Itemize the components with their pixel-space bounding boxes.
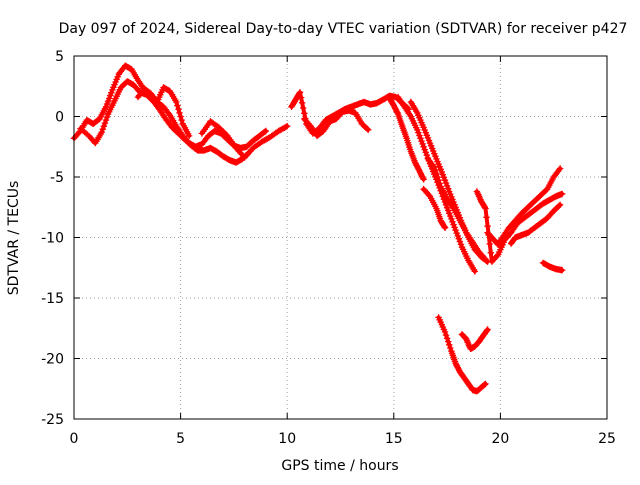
series-track-steep-2 — [394, 93, 478, 275]
data-band — [387, 96, 426, 182]
series-track-deep-b — [458, 326, 491, 352]
x-tick-label: 15 — [385, 431, 403, 447]
chart-title: Day 097 of 2024, Sidereal Day-to-day VTE… — [59, 21, 628, 37]
data-band — [460, 327, 490, 351]
data-band — [396, 95, 477, 274]
data-band — [509, 202, 563, 246]
y-tick-label: -10 — [41, 231, 64, 247]
series-track-steep-3 — [407, 98, 491, 265]
series-track-late-1 — [484, 165, 564, 248]
y-axis-label: SDTVAR / TECUs — [6, 181, 22, 296]
x-tick-label: 5 — [176, 431, 185, 447]
x-tick-label: 10 — [278, 431, 296, 447]
series-track-late-3 — [507, 201, 564, 247]
x-tick-label: 25 — [598, 431, 616, 447]
data-band — [436, 315, 488, 394]
series-track-late-2 — [473, 188, 566, 265]
data-band — [485, 166, 563, 247]
series-track-early-low — [77, 78, 252, 166]
data-series — [70, 62, 566, 395]
series-track-steep-1 — [386, 95, 427, 183]
y-tick-label: 0 — [55, 110, 64, 126]
y-tick-label: 5 — [55, 49, 64, 65]
series-track-midday-bump — [134, 84, 193, 140]
x-tick-label: 0 — [70, 431, 79, 447]
series-track-deep — [435, 314, 489, 395]
data-band — [425, 156, 488, 262]
data-band — [78, 79, 251, 165]
y-tick-label: -5 — [50, 170, 64, 186]
data-band — [408, 100, 490, 264]
x-axis-label: GPS time / hours — [281, 458, 398, 474]
series-track-noon-b — [301, 107, 372, 140]
data-band — [541, 260, 565, 273]
y-tick-label: -25 — [41, 412, 64, 428]
series-track-late-4 — [539, 259, 566, 274]
series-track-morning-late — [198, 118, 291, 161]
y-tick-label: -20 — [41, 352, 64, 368]
data-band — [421, 187, 447, 230]
data-band — [199, 119, 290, 160]
y-tick-label: -15 — [41, 291, 64, 307]
series-track-steep-4 — [424, 155, 489, 263]
series-track-short-mid — [420, 185, 449, 231]
axis-ticks: 0 5 10 15 20 25 5 0 -5 -10 -15 -20 -25 — [41, 49, 616, 447]
data-band — [136, 85, 192, 138]
data-band — [302, 108, 371, 138]
data-band — [474, 189, 565, 264]
x-tick-label: 20 — [491, 431, 509, 447]
